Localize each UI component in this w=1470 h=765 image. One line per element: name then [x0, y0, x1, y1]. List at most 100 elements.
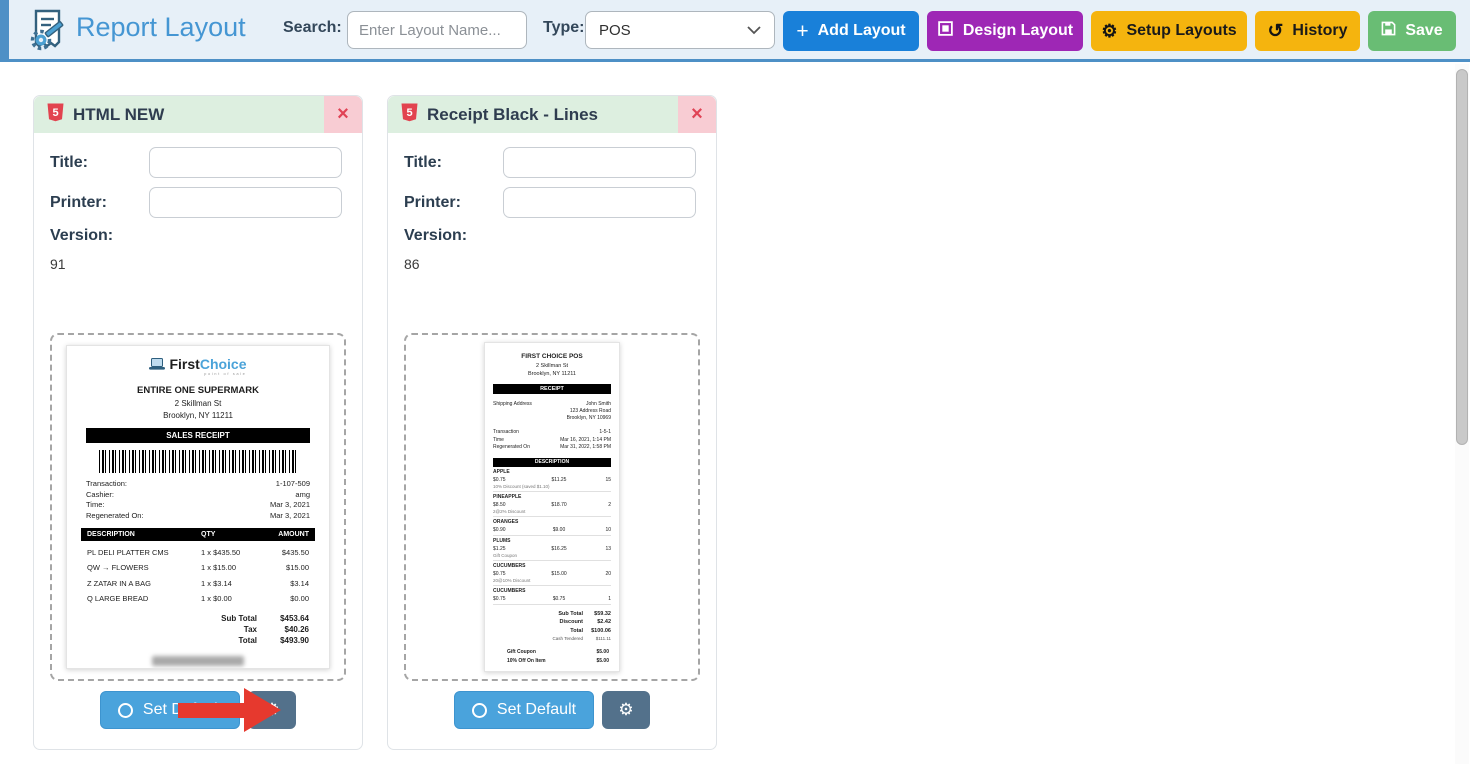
- brand-first: First: [169, 356, 200, 372]
- page-title: Report Layout: [76, 12, 246, 42]
- title-field-label: Title:: [50, 153, 88, 171]
- history-icon: ↺: [1267, 20, 1284, 42]
- header-accent-bar: [0, 0, 9, 59]
- radio-circle-icon: [117, 702, 133, 718]
- set-default-label: Set Default: [496, 701, 577, 718]
- meta-label: Transaction:: [86, 479, 127, 488]
- receipt-preview: FIRST CHOICE POS 2 Skillman St Brooklyn,…: [484, 342, 620, 672]
- version-value: 86: [404, 256, 420, 272]
- card-title: Receipt Black - Lines: [427, 104, 599, 124]
- card-settings-button[interactable]: ⚙: [602, 691, 650, 729]
- laptop-logo-icon: [149, 358, 166, 372]
- radio-circle-icon: [471, 702, 487, 718]
- receipt-banner: RECEIPT: [493, 384, 611, 394]
- meta-label: Transaction: [493, 429, 519, 435]
- close-icon: ×: [337, 103, 349, 125]
- store-address-1: 2 Skillman St: [535, 362, 569, 369]
- svg-text:5: 5: [52, 107, 58, 119]
- coupon-row: Gift Coupon $5.00: [507, 649, 609, 655]
- item-row: PINEAPPLE $8.50 $18.70 2 2@2% Discount: [493, 492, 611, 517]
- scrollbar-thumb[interactable]: [1456, 69, 1468, 445]
- close-card-button[interactable]: ×: [678, 96, 716, 133]
- store-address-1: 2 Skillman St: [174, 399, 222, 408]
- card-settings-button[interactable]: ⚙: [248, 691, 296, 729]
- coupon-row: 10% Off On Item $5.00: [507, 658, 609, 664]
- printer-field-label: Printer:: [50, 193, 107, 211]
- title-field[interactable]: [503, 147, 696, 178]
- total-row: Total $100.06: [570, 627, 611, 634]
- setup-layouts-button[interactable]: ⚙ Setup Layouts: [1091, 11, 1247, 51]
- brand-tagline: point of sale: [204, 371, 247, 376]
- search-input[interactable]: [347, 11, 527, 49]
- chevron-down-icon: [747, 22, 761, 39]
- save-label: Save: [1405, 22, 1443, 39]
- set-default-label: Set Default: [142, 701, 223, 718]
- plus-icon: +: [796, 19, 809, 43]
- shipping-label: Shipping Address: [493, 401, 532, 407]
- type-select-value: POS: [599, 21, 631, 39]
- app-header: Report Layout Search: Type: POS + Add La…: [0, 0, 1470, 62]
- total-row: Discount $2.42: [559, 619, 611, 625]
- store-name: ENTIRE ONE SUPERMARK: [137, 385, 259, 396]
- item-row: PLUMS $1.25 $16.25 13 Gift Coupon: [493, 536, 611, 561]
- card-header: 5 Receipt Black - Lines ×: [388, 96, 716, 133]
- history-button[interactable]: ↺ History: [1255, 11, 1360, 51]
- meta-label: Time:: [86, 500, 105, 509]
- meta-value: Mar 16, 2021, 1:14 PM: [560, 436, 611, 443]
- meta-value: 1-5-1: [599, 429, 611, 435]
- meta-value: Mar 31, 2022, 1:58 PM: [560, 444, 611, 450]
- save-button[interactable]: Save: [1368, 11, 1456, 51]
- add-layout-button[interactable]: + Add Layout: [783, 11, 919, 51]
- layout-card-receipt-black-lines: 5 Receipt Black - Lines × Title: Printer…: [387, 95, 717, 750]
- dashed-divider: - - - - - - - - - -: [518, 669, 586, 672]
- printer-field[interactable]: [149, 187, 342, 218]
- meta-label: Cashier:: [86, 489, 114, 499]
- design-layout-button[interactable]: Design Layout: [927, 11, 1083, 51]
- layout-preview-box: FirstChoice point of sale ENTIRE ONE SUP…: [50, 333, 346, 681]
- version-label: Version:: [50, 227, 114, 244]
- design-icon: [937, 20, 954, 42]
- search-label: Search:: [283, 19, 342, 36]
- total-row: Sub Total $453.64: [221, 614, 309, 623]
- setup-layouts-label: Setup Layouts: [1126, 22, 1237, 39]
- close-icon: ×: [691, 103, 703, 125]
- gear-icon: ⚙: [618, 700, 634, 719]
- receipt-banner: SALES RECEIPT: [86, 428, 310, 443]
- item-row: Q LARGE BREAD 1 x $0.00 $0.00: [87, 594, 309, 603]
- type-select[interactable]: POS: [585, 11, 775, 49]
- shipping-line: 123 Address Road: [569, 408, 611, 414]
- brand-choice: Choice: [199, 356, 247, 372]
- card-header: 5 HTML NEW ×: [34, 96, 362, 133]
- store-address-2: Brooklyn, NY 11211: [163, 411, 233, 420]
- meta-label: Regenerated On:: [86, 510, 144, 520]
- save-icon: [1381, 21, 1396, 41]
- title-field-label: Title:: [404, 153, 442, 171]
- description-banner: DESCRIPTION: [493, 457, 611, 467]
- printer-field-label: Printer:: [404, 193, 461, 211]
- tendered-row: Cash Tendered $111.11: [552, 636, 611, 641]
- meta-value: Mar 3, 2021: [269, 500, 310, 509]
- meta-value: amg: [295, 489, 310, 499]
- layout-preview-box: FIRST CHOICE POS 2 Skillman St Brooklyn,…: [404, 333, 700, 681]
- title-field[interactable]: [149, 147, 342, 178]
- item-row: CUCUMBERS $0.75 $15.00 20 20@10% Discount: [493, 561, 611, 586]
- barcode: [99, 450, 297, 473]
- history-label: History: [1292, 22, 1348, 39]
- close-card-button[interactable]: ×: [324, 96, 362, 133]
- layout-card-html-new: 5 HTML NEW × Title: Printer: Version: 91: [33, 95, 363, 750]
- version-value: 91: [50, 256, 66, 272]
- add-layout-label: Add Layout: [817, 22, 906, 39]
- printer-field[interactable]: [503, 187, 696, 218]
- item-row: PL DELI PLATTER CMS 1 x $435.50 $435.50: [87, 547, 309, 557]
- version-label: Version:: [404, 227, 468, 244]
- report-layout-logo-icon: [28, 9, 68, 57]
- set-default-button[interactable]: Set Default: [100, 691, 240, 729]
- total-row: Sub Total $59.32: [558, 610, 611, 617]
- item-row: CUCUMBERS $0.75 $0.75 1: [493, 586, 611, 605]
- meta-value: Mar 3, 2021: [269, 510, 310, 520]
- item-row: APPLE $0.75 $11.25 15 10% Discount (saved …: [493, 467, 611, 492]
- item-row: ORANGES $0.90 $9.00 10: [493, 517, 611, 536]
- set-default-button[interactable]: Set Default: [454, 691, 594, 729]
- meta-label: Regenerated On: [493, 444, 530, 450]
- item-row: QW → FLOWERS 1 x $15.00 $15.00: [87, 563, 309, 572]
